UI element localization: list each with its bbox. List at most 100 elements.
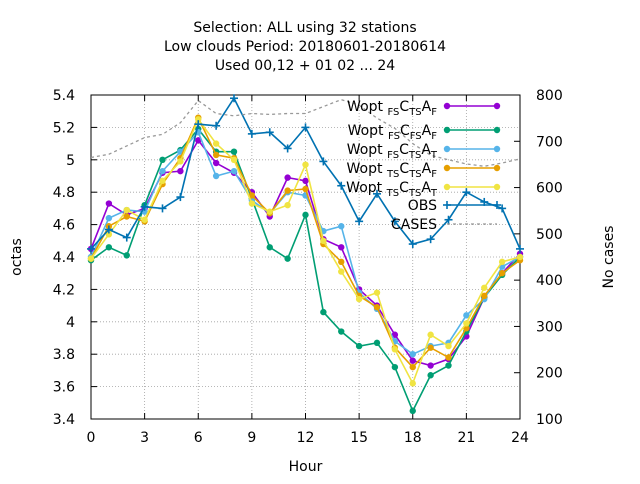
x-tick-label: 18 [404, 430, 422, 446]
y-tick-label: 5.4 [53, 88, 75, 104]
data-point [284, 174, 291, 181]
y2-tick-label: 100 [536, 412, 563, 428]
legend-item: Wopt TSCTSAT [346, 180, 501, 199]
data-point [212, 172, 220, 180]
x-tick-label: 3 [140, 430, 149, 446]
x-axis-label: Hour [289, 459, 323, 475]
data-point [212, 121, 221, 130]
data-point [463, 312, 470, 319]
data-point [462, 188, 471, 197]
data-point [159, 156, 166, 163]
legend-marker [443, 145, 451, 153]
data-point [212, 159, 220, 167]
data-point [355, 295, 363, 303]
legend-marker [443, 201, 451, 209]
y-tick-label: 4.2 [53, 282, 75, 298]
data-point [409, 363, 416, 371]
legend-label: Wopt TSCTSAT [346, 180, 438, 199]
legend-item: Wopt TSCTSAF [347, 161, 501, 180]
legend-item: Wopt FSCTSAT [347, 142, 501, 161]
data-point [176, 193, 185, 202]
data-point [481, 284, 488, 291]
grid [91, 95, 520, 419]
legend-label: Wopt FSCTSAF [347, 99, 437, 118]
y2-axis-label: No cases [601, 226, 617, 289]
data-point [284, 201, 291, 209]
data-point [230, 156, 238, 163]
data-point [104, 225, 113, 234]
legend-item: Wopt FSCFSAF [348, 123, 501, 142]
x-tick-label: 6 [194, 430, 203, 446]
data-point [445, 354, 452, 361]
x-tick-label: 12 [297, 430, 315, 446]
data-point [248, 192, 256, 199]
data-point [284, 187, 291, 194]
data-point [301, 123, 310, 132]
legend-label: Wopt TSCTSAF [347, 161, 438, 180]
data-point [516, 253, 524, 261]
data-point [338, 268, 345, 275]
data-point [373, 189, 381, 198]
legend-marker [443, 126, 451, 134]
y-tick-label: 4.6 [53, 218, 75, 234]
data-point [158, 204, 167, 213]
legend-label: Wopt FSCTSAT [347, 142, 438, 161]
series-5 [87, 94, 524, 253]
data-point [338, 223, 345, 230]
data-point [391, 363, 399, 371]
data-point [408, 240, 417, 249]
y-tick-label: 4.4 [53, 250, 75, 266]
data-point [444, 215, 453, 224]
data-point [140, 202, 149, 211]
series-line [90, 98, 521, 167]
data-point [409, 357, 416, 364]
data-point [159, 167, 166, 175]
y2-tick-label: 600 [536, 181, 563, 197]
series-6 [90, 98, 521, 167]
data-point [123, 206, 130, 214]
legend-marker [493, 145, 501, 153]
series-group [87, 94, 524, 415]
data-point [481, 292, 488, 300]
data-point [141, 216, 148, 223]
data-point [283, 144, 292, 153]
legend-item: OBS [408, 198, 501, 214]
data-point [516, 244, 524, 253]
x-tick-label: 9 [247, 430, 256, 446]
data-point [302, 185, 309, 193]
data-point [409, 407, 416, 415]
data-point [123, 252, 130, 259]
y-tick-label: 4.8 [53, 185, 75, 201]
data-point [212, 151, 220, 159]
data-point [319, 157, 328, 166]
legend-item: CASES [391, 217, 497, 233]
data-point [320, 237, 327, 244]
data-point [302, 211, 309, 219]
data-point [248, 200, 256, 207]
x-tick-label: 21 [457, 430, 475, 446]
data-point [391, 346, 399, 353]
data-point [123, 213, 130, 220]
data-point [445, 362, 452, 369]
data-point [105, 244, 113, 251]
y-tick-label: 3.6 [53, 380, 75, 396]
title-line: Used 00,12 + 01 02 ... 24 [215, 58, 395, 74]
data-point [302, 177, 309, 185]
data-point [373, 339, 381, 347]
data-point [266, 208, 273, 215]
data-point [87, 244, 95, 253]
y-tick-label: 3.4 [53, 412, 75, 428]
legend-marker [493, 126, 501, 134]
data-point [337, 181, 346, 190]
legend-marker [443, 183, 451, 191]
data-point [177, 158, 184, 165]
y2-tick-label: 400 [536, 273, 563, 289]
legend-marker [493, 102, 501, 110]
data-point [445, 342, 452, 350]
x-tick-label: 15 [350, 430, 368, 446]
data-point [355, 342, 363, 350]
data-point [373, 289, 381, 296]
data-point [338, 328, 345, 335]
data-point [427, 344, 434, 351]
